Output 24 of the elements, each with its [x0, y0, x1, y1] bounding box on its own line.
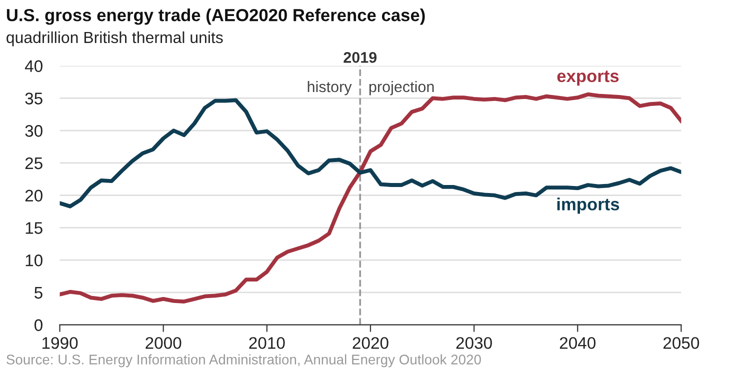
y-tick-label: 25	[25, 157, 42, 170]
series-label: exports	[557, 70, 619, 86]
source-note: Source: U.S. Energy Information Administration, Annual Energy Outlook 2020	[6, 354, 481, 368]
x-tick-label: 2030	[456, 337, 492, 349]
x-tick-label: 2040	[560, 337, 596, 349]
ref-line-label: 2019	[344, 52, 377, 63]
y-tick-label: 40	[24, 60, 42, 72]
y-tick-label: 10	[26, 254, 42, 266]
y-tick-label: 0	[34, 319, 42, 332]
y-tick-label: 30	[25, 125, 42, 137]
y-tick-label: 20	[25, 190, 42, 202]
x-tick-label: 2050	[663, 337, 700, 349]
annotation: projection	[369, 80, 434, 96]
x-tick-label: 1990	[42, 337, 78, 349]
y-tick-label: 15	[26, 222, 42, 234]
y-tick-label: 35	[25, 92, 42, 104]
annotation: history	[308, 80, 352, 96]
series-label: imports	[557, 198, 620, 214]
chart-title: U.S. gross energy trade (AEO2020 Reference case)	[6, 8, 425, 25]
x-tick-label: 2020	[352, 337, 388, 349]
chart-subtitle: quadrillion British thermal units	[6, 31, 223, 46]
x-tick-label: 2010	[249, 337, 285, 349]
y-tick-label: 5	[34, 287, 42, 299]
x-tick-label: 2000	[146, 337, 182, 349]
